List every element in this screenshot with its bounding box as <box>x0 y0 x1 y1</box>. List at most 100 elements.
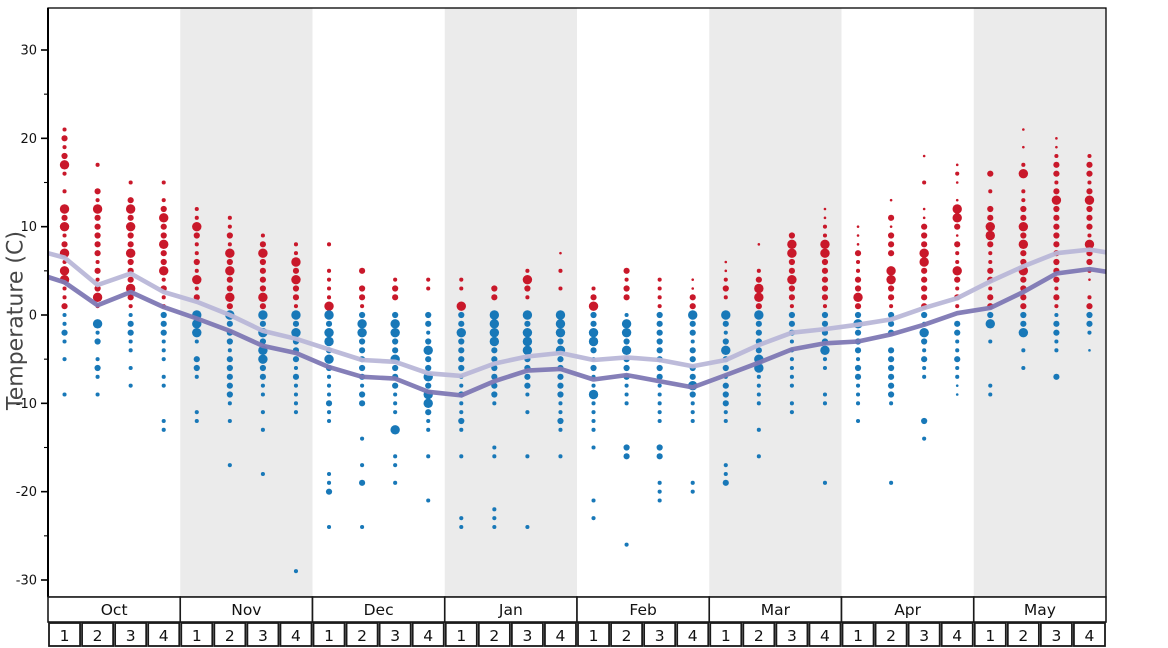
blue-temperature-dot <box>689 347 696 354</box>
blue-temperature-dot <box>624 312 629 318</box>
blue-temperature-dot <box>591 418 596 424</box>
blue-temperature-dot <box>525 454 530 459</box>
blue-temperature-dot <box>425 364 432 372</box>
y-tick-label: 10 <box>20 220 37 235</box>
blue-temperature-dot <box>955 374 960 379</box>
week-number-label: 2 <box>93 627 103 645</box>
blue-temperature-dot <box>558 401 563 406</box>
blue-temperature-dot <box>358 364 366 372</box>
red-temperature-dot <box>61 241 68 248</box>
red-temperature-dot <box>886 274 896 285</box>
blue-temperature-dot <box>258 354 268 364</box>
red-temperature-dot <box>61 152 68 160</box>
red-temperature-dot <box>889 225 893 228</box>
blue-temperature-dot <box>887 391 895 398</box>
week-number-label: 4 <box>423 627 433 645</box>
blue-temperature-dot <box>425 382 432 389</box>
red-temperature-dot <box>1018 239 1029 250</box>
red-temperature-dot <box>128 180 133 185</box>
week-cell <box>676 622 710 647</box>
blue-temperature-dot <box>590 347 597 354</box>
red-temperature-dot <box>1054 286 1059 291</box>
blue-temperature-dot <box>522 345 533 356</box>
red-temperature-dot <box>94 223 101 230</box>
blue-temperature-dot <box>1020 311 1027 319</box>
blue-temperature-dot <box>722 320 729 327</box>
blue-temperature-dot <box>1021 348 1026 353</box>
month-cell <box>311 596 446 623</box>
blue-temperature-dot <box>557 382 564 389</box>
blue-temperature-dot <box>358 347 366 354</box>
blue-temperature-dot <box>522 310 533 320</box>
week-number-label: 3 <box>655 627 665 645</box>
blue-temperature-dot <box>723 330 728 335</box>
blue-temperature-dot <box>955 348 960 353</box>
red-temperature-dot <box>1084 239 1095 250</box>
red-temperature-dot <box>590 294 597 301</box>
red-temperature-dot <box>921 276 928 283</box>
blue-temperature-dot <box>194 374 199 379</box>
blue-temperature-dot <box>955 384 959 387</box>
red-temperature-dot <box>1020 205 1027 213</box>
red-temperature-dot <box>689 303 696 310</box>
red-temperature-dot <box>426 286 431 291</box>
week-cell <box>279 622 313 647</box>
red-temperature-dot <box>987 267 994 274</box>
blue-temperature-dot <box>392 338 399 345</box>
blue-temperature-dot <box>722 391 729 398</box>
blue-temperature-dot <box>293 569 299 574</box>
red-temperature-dot <box>259 303 267 310</box>
blue-temperature-dot <box>623 364 630 372</box>
blue-temperature-dot <box>955 393 959 396</box>
blue-temperature-dot <box>61 329 68 336</box>
red-temperature-dot <box>392 294 399 301</box>
blue-temperature-dot <box>458 347 465 354</box>
blue-temperature-dot <box>292 356 300 363</box>
blue-temperature-dot <box>260 471 265 477</box>
blue-temperature-dot <box>657 489 662 494</box>
blue-temperature-dot <box>855 357 861 362</box>
blue-temperature-dot <box>194 339 199 344</box>
month-cell <box>443 596 578 623</box>
red-temperature-dot <box>292 285 300 292</box>
red-temperature-dot <box>954 223 961 230</box>
blue-temperature-dot <box>492 445 497 450</box>
blue-temperature-dot <box>358 311 366 319</box>
blue-temperature-dot <box>723 418 728 424</box>
blue-temperature-dot <box>392 347 399 354</box>
red-temperature-dot <box>887 285 895 292</box>
red-temperature-dot <box>988 189 993 194</box>
week-cell <box>213 622 247 647</box>
blue-temperature-dot <box>1053 373 1060 380</box>
red-temperature-dot <box>624 277 629 282</box>
week-cell <box>775 622 809 647</box>
blue-temperature-dot <box>624 383 629 388</box>
blue-temperature-dot <box>259 320 267 327</box>
blue-temperature-dot <box>820 345 830 356</box>
blue-temperature-dot <box>689 356 696 363</box>
blue-temperature-dot <box>591 516 596 521</box>
blue-temperature-dot <box>1020 320 1027 327</box>
red-temperature-dot <box>95 162 100 167</box>
blue-temperature-dot <box>489 319 500 329</box>
red-temperature-dot <box>326 242 332 247</box>
red-temperature-dot <box>125 248 136 258</box>
red-temperature-dot <box>1084 195 1095 205</box>
red-temperature-dot <box>160 223 167 230</box>
blue-temperature-dot <box>260 383 265 388</box>
red-temperature-dot <box>260 233 265 238</box>
red-temperature-dot <box>955 171 960 176</box>
red-temperature-dot <box>127 258 134 266</box>
red-temperature-dot <box>985 230 995 241</box>
blue-temperature-dot <box>392 311 399 319</box>
week-number-label: 1 <box>60 627 70 645</box>
red-temperature-dot <box>326 295 332 300</box>
blue-temperature-dot <box>822 401 828 406</box>
red-temperature-dot <box>788 294 796 301</box>
red-temperature-dot <box>226 303 233 310</box>
red-temperature-dot <box>62 189 67 194</box>
month-label: Mar <box>761 601 791 619</box>
blue-temperature-dot <box>1086 311 1093 319</box>
blue-temperature-dot <box>555 319 566 329</box>
week-cell <box>477 622 511 647</box>
